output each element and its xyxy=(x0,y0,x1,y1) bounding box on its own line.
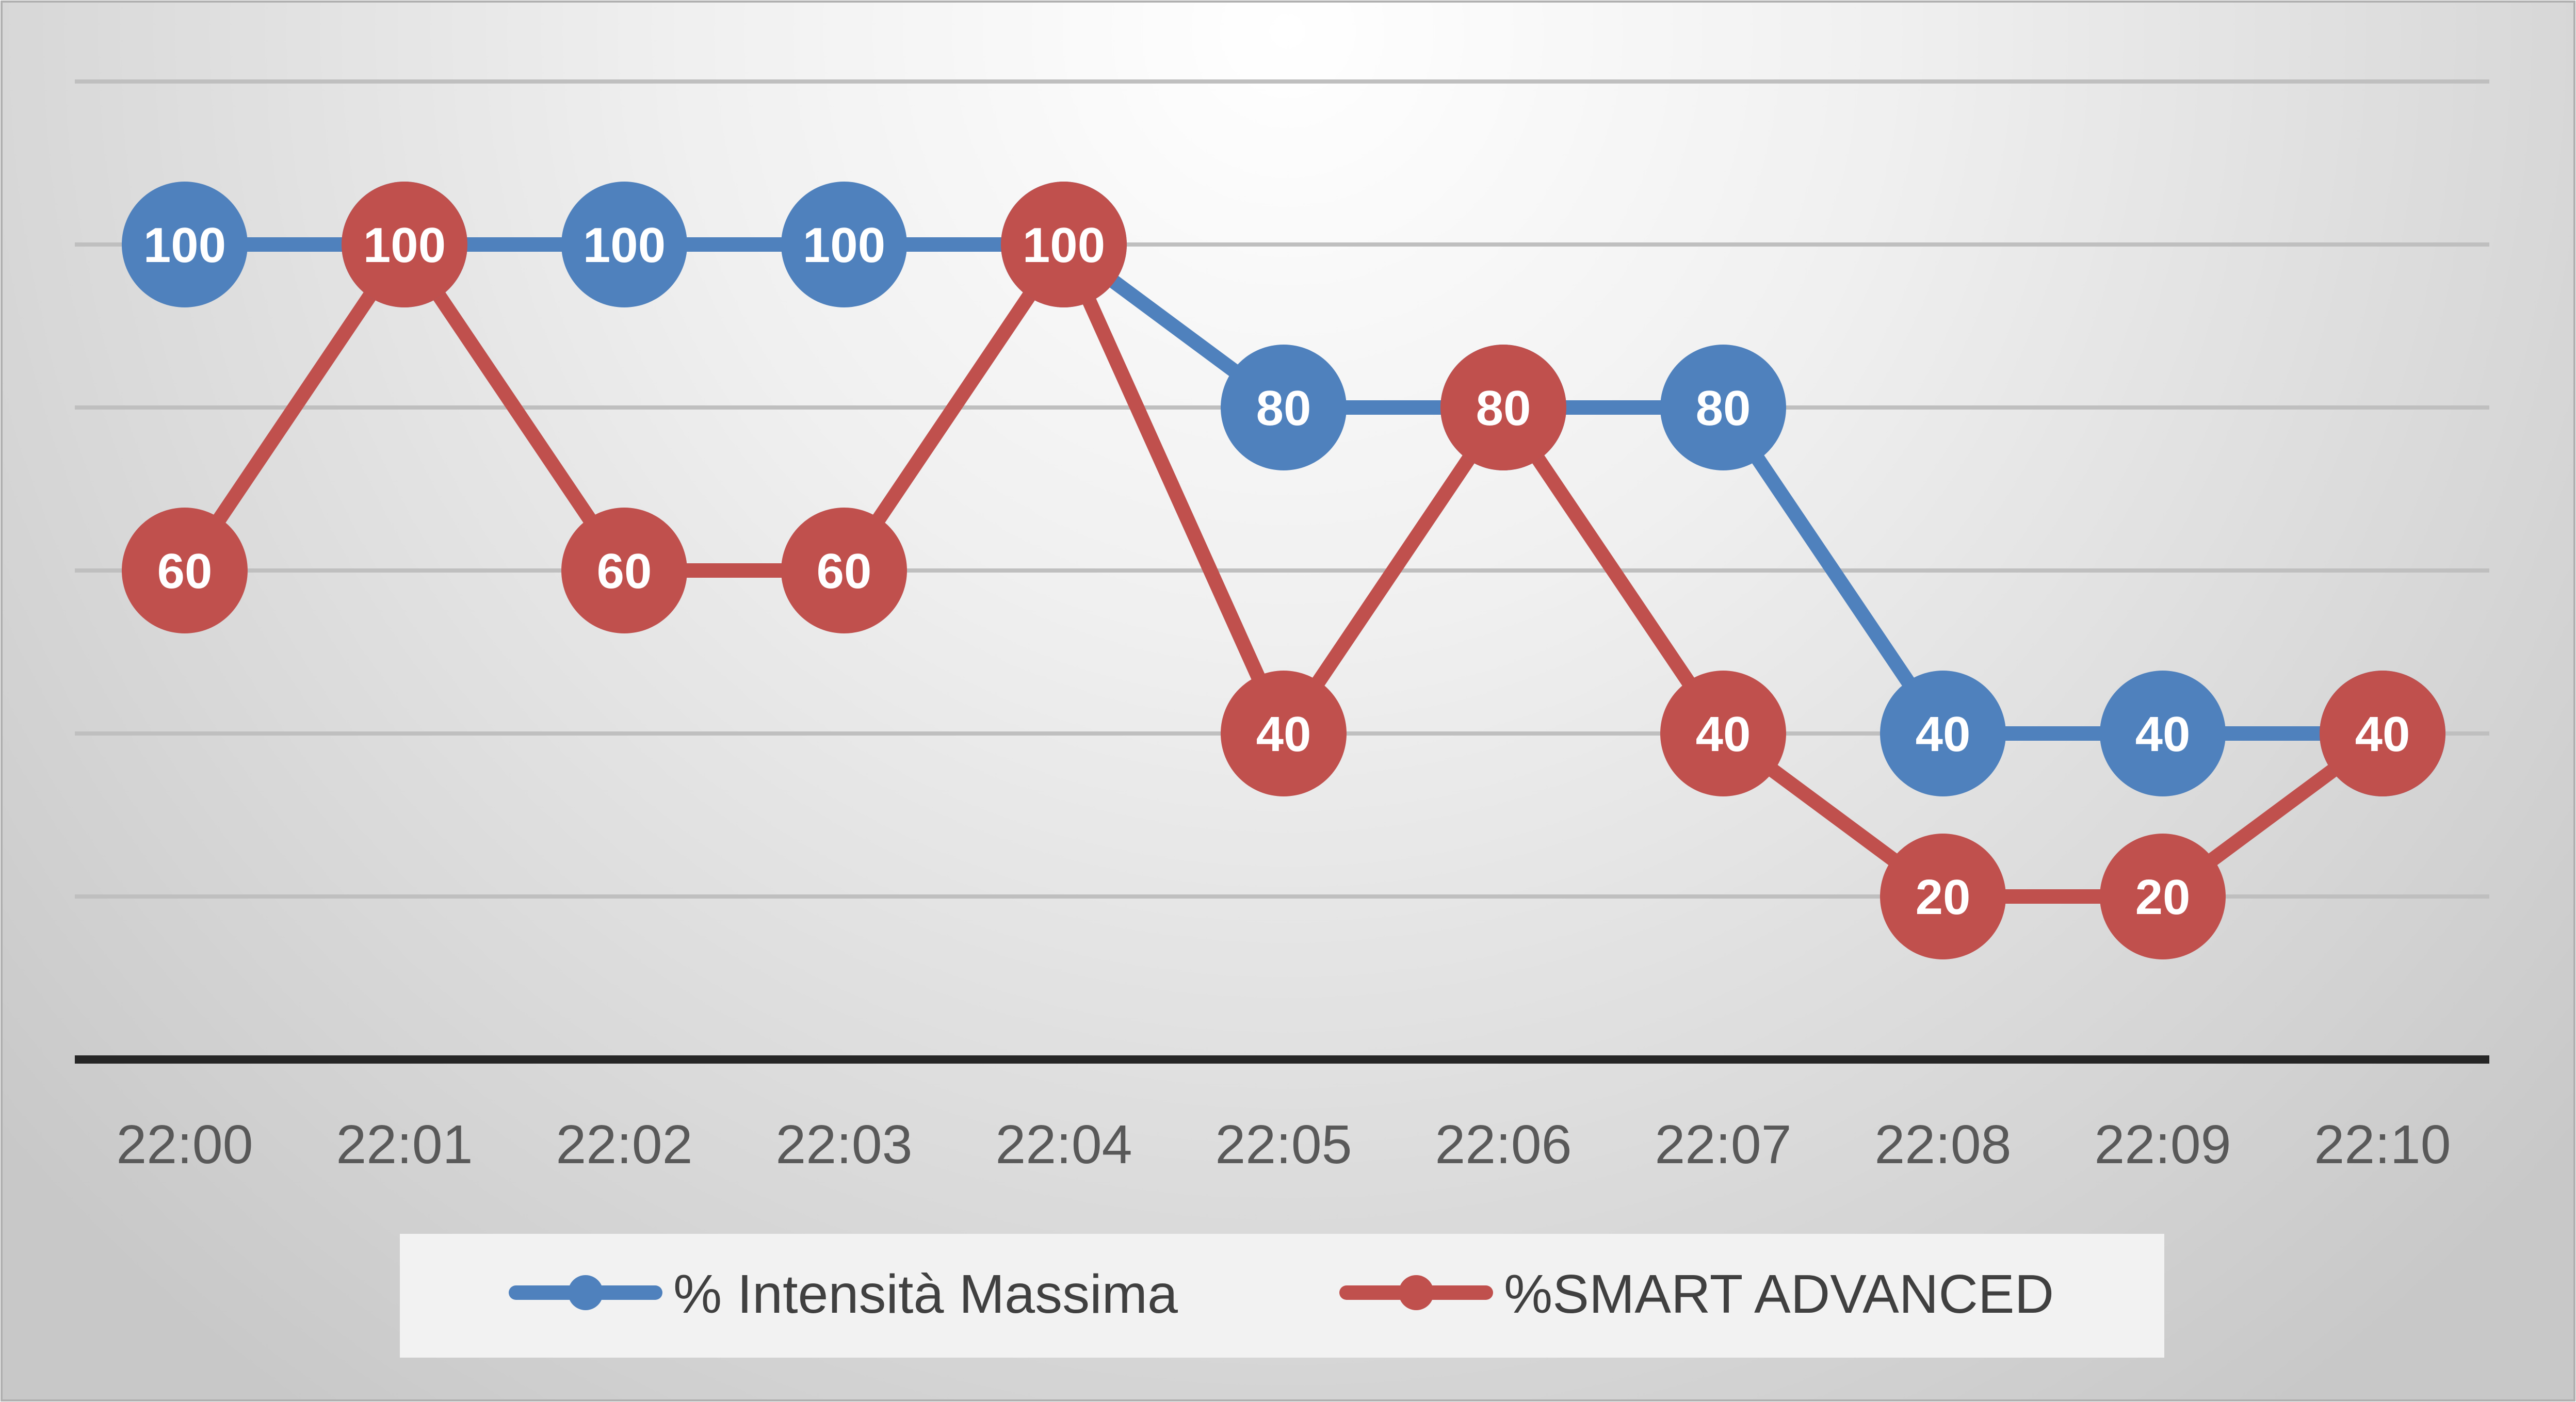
x-axis-tick-labels: 22:00 22:01 22:02 22:03 22:04 22:05 22:06 22:07… xyxy=(116,1114,2451,1175)
data-point-marker xyxy=(781,508,907,633)
data-point-marker xyxy=(1880,834,2006,959)
x-tick-label: 22:09 xyxy=(2094,1114,2231,1175)
data-label: 20 xyxy=(2135,870,2191,925)
data-point-marker xyxy=(2100,834,2226,959)
data-label: 20 xyxy=(1916,870,1971,925)
legend-label: % Intensità Massima xyxy=(673,1264,1178,1325)
data-label: 80 xyxy=(1696,381,1751,436)
legend-item-intensita: % Intensità Massima xyxy=(509,1264,1178,1325)
data-label: 40 xyxy=(1916,707,1971,762)
data-point-marker xyxy=(1440,345,1566,470)
data-label: 40 xyxy=(1696,707,1751,762)
data-label: 40 xyxy=(2355,707,2410,762)
data-point-marker xyxy=(1221,345,1347,470)
x-tick-label: 22:06 xyxy=(1435,1114,1571,1175)
x-tick-label: 22:01 xyxy=(336,1114,473,1175)
legend-item-smart-advanced: %SMART ADVANCED xyxy=(1339,1264,2054,1325)
x-tick-label: 22:08 xyxy=(1874,1114,2011,1175)
legend-background xyxy=(400,1234,2164,1358)
data-point-marker xyxy=(1660,345,1786,470)
legend: % Intensità Massima %SMART ADVANCED xyxy=(400,1234,2164,1358)
data-label: 80 xyxy=(1476,381,1531,436)
data-label: 100 xyxy=(1023,218,1105,273)
legend-marker-icon xyxy=(568,1275,603,1310)
data-point-marker xyxy=(561,508,687,633)
data-point-marker xyxy=(342,182,467,307)
data-point-marker xyxy=(122,182,248,307)
data-point-marker xyxy=(122,508,248,633)
data-label: 80 xyxy=(1256,381,1311,436)
x-tick-label: 22:10 xyxy=(2314,1114,2451,1175)
data-label: 60 xyxy=(817,544,872,599)
data-label: 100 xyxy=(583,218,666,273)
data-point-marker xyxy=(1221,671,1347,796)
series-group: 1001001001001008080804040406010060601004… xyxy=(122,182,2445,959)
x-tick-label: 22:07 xyxy=(1655,1114,1791,1175)
data-point-marker xyxy=(2100,671,2226,796)
data-label: 100 xyxy=(803,218,885,273)
data-label: 100 xyxy=(143,218,226,273)
data-label: 40 xyxy=(2135,707,2191,762)
legend-label: %SMART ADVANCED xyxy=(1504,1264,2054,1325)
x-tick-label: 22:04 xyxy=(995,1114,1132,1175)
data-label: 60 xyxy=(597,544,652,599)
data-point-marker xyxy=(561,182,687,307)
data-point-marker xyxy=(1001,182,1127,307)
data-label: 100 xyxy=(363,218,446,273)
data-point-marker xyxy=(1660,671,1786,796)
data-label: 40 xyxy=(1256,707,1311,762)
data-point-marker xyxy=(2320,671,2445,796)
data-point-marker xyxy=(781,182,907,307)
x-tick-label: 22:00 xyxy=(116,1114,253,1175)
x-tick-label: 22:05 xyxy=(1215,1114,1352,1175)
x-tick-label: 22:03 xyxy=(775,1114,912,1175)
x-tick-label: 22:02 xyxy=(556,1114,692,1175)
data-label: 60 xyxy=(157,544,213,599)
data-point-marker xyxy=(1880,671,2006,796)
legend-marker-icon xyxy=(1399,1275,1434,1310)
